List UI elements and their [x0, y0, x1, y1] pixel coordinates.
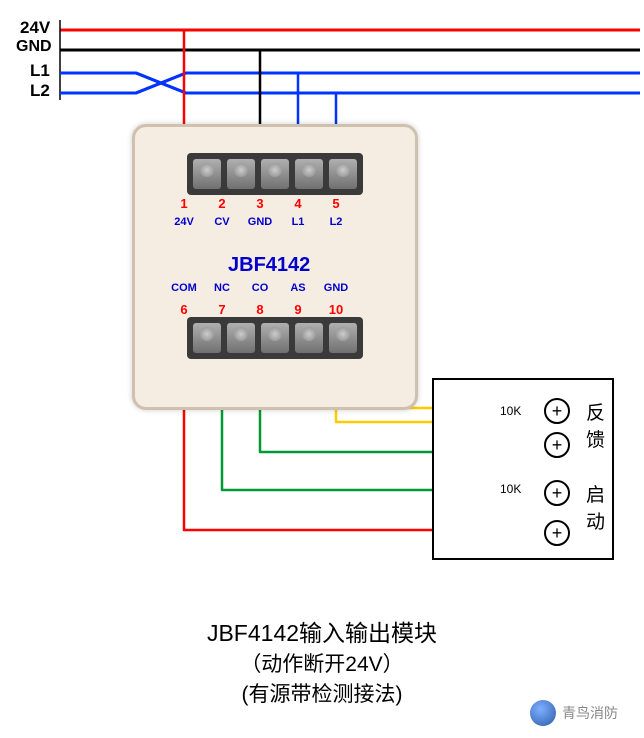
terminal — [329, 323, 357, 353]
terminal — [193, 323, 221, 353]
terminal — [329, 159, 357, 189]
start-neg-port: + — [544, 520, 570, 546]
terminal-label: L1 — [284, 216, 312, 228]
terminal-number: 5 — [322, 196, 350, 211]
bus-label: L1 — [30, 61, 50, 81]
terminal — [261, 323, 289, 353]
terminal-number: 10 — [322, 302, 350, 317]
diagram-canvas: 24VGNDL1L2 JBF4142 124V2CV3GND4L15L26COM… — [0, 0, 644, 738]
terminal-label: 24V — [170, 216, 198, 228]
watermark: 青鸟消防 — [530, 700, 618, 726]
terminal — [295, 323, 323, 353]
terminal — [261, 159, 289, 189]
terminal-number: 1 — [170, 196, 198, 211]
terminal — [295, 159, 323, 189]
terminal — [193, 159, 221, 189]
terminal-number: 8 — [246, 302, 274, 317]
feedback-pos-port: + — [544, 398, 570, 424]
terminal-number: 2 — [208, 196, 236, 211]
bus-label: 24V — [20, 18, 50, 38]
terminal-label: AS — [284, 282, 312, 294]
brand-icon — [530, 700, 556, 726]
terminal-number: 9 — [284, 302, 312, 317]
terminal-label: CV — [208, 216, 236, 228]
feedback-neg-port: + — [544, 432, 570, 458]
model-label: JBF4142 — [228, 254, 310, 277]
watermark-text: 青鸟消防 — [562, 703, 618, 723]
bus-label: GND — [16, 38, 52, 56]
terminal-label: L2 — [322, 216, 350, 228]
port-group-label: 反馈 — [586, 398, 605, 452]
resistor-label: 10K — [500, 482, 521, 496]
terminal-number: 7 — [208, 302, 236, 317]
bus-label: L2 — [30, 81, 50, 101]
bottom-terminal-strip — [187, 317, 363, 359]
terminal-label: COM — [170, 282, 198, 294]
terminal — [227, 323, 255, 353]
terminal-label: NC — [208, 282, 236, 294]
terminal-number: 4 — [284, 196, 312, 211]
top-terminal-strip — [187, 153, 363, 195]
caption-line-2: （动作断开24V） — [0, 648, 644, 678]
terminal-label: GND — [322, 282, 350, 294]
terminal-label: CO — [246, 282, 274, 294]
caption-line-1: JBF4142输入输出模块 — [0, 614, 644, 648]
port-group-label: 启动 — [586, 480, 605, 534]
terminal — [227, 159, 255, 189]
start-pos-port: + — [544, 480, 570, 506]
terminal-label: GND — [246, 216, 274, 228]
terminal-number: 3 — [246, 196, 274, 211]
terminal-number: 6 — [170, 302, 198, 317]
resistor-label: 10K — [500, 404, 521, 418]
